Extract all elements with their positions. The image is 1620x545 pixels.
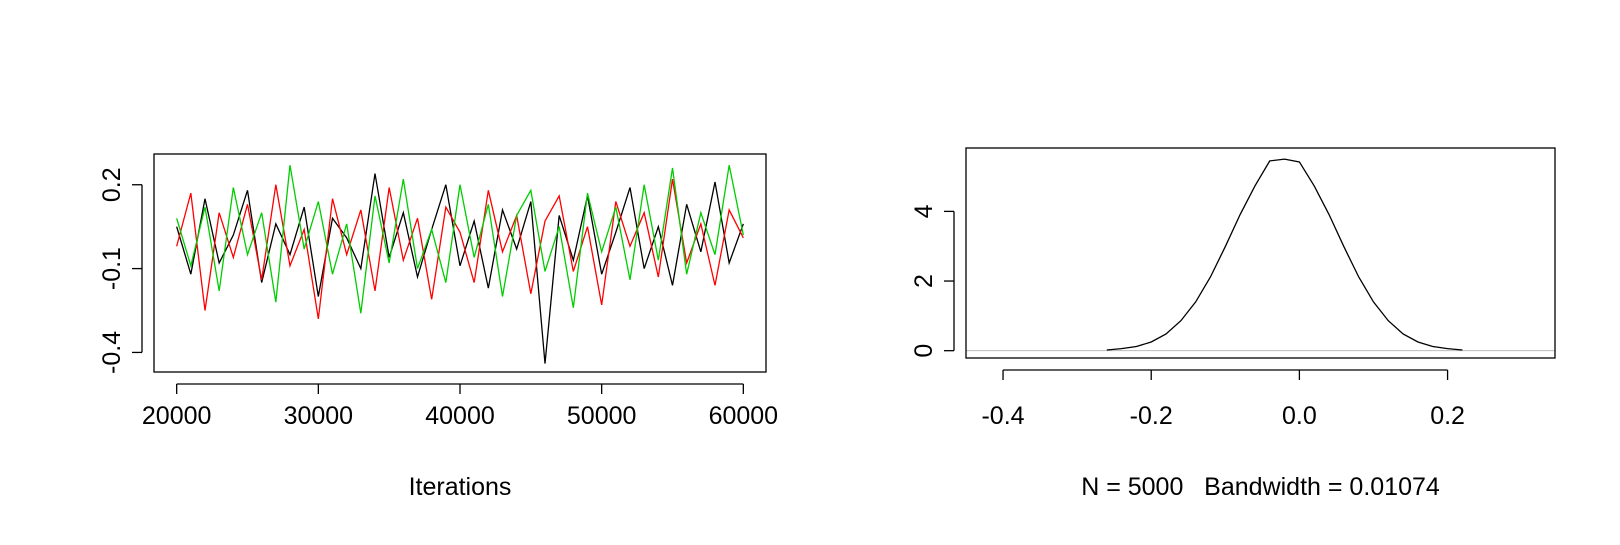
x-tick-label: 30000 [284, 402, 354, 430]
x-tick-label: 50000 [567, 402, 637, 430]
plot-frame [153, 153, 767, 373]
y-tick-label: 0.2 [98, 167, 126, 202]
x-tick-label: -0.2 [1130, 402, 1173, 430]
x-tick-label: 0.2 [1430, 402, 1465, 430]
x-tick-label: 60000 [709, 402, 779, 430]
x-tick-label: 0.0 [1282, 402, 1317, 430]
x-tick-label: -0.4 [981, 402, 1024, 430]
x-axis-label: Iterations [409, 473, 512, 501]
y-tick-label: 4 [910, 204, 938, 218]
x-axis-label: N = 5000 Bandwidth = 0.01074 [1081, 473, 1440, 501]
series-line [1106, 158, 1463, 351]
series-line [176, 165, 744, 314]
y-tick-label: -0.4 [98, 331, 126, 374]
series-line [176, 173, 744, 364]
y-tick-label: 0 [910, 344, 938, 358]
series-line [176, 179, 744, 320]
y-tick-label: -0.1 [98, 247, 126, 290]
x-tick-label: 40000 [425, 402, 495, 430]
plot-frame [965, 147, 1556, 359]
y-tick-label: 2 [910, 274, 938, 288]
x-tick-label: 20000 [142, 402, 212, 430]
